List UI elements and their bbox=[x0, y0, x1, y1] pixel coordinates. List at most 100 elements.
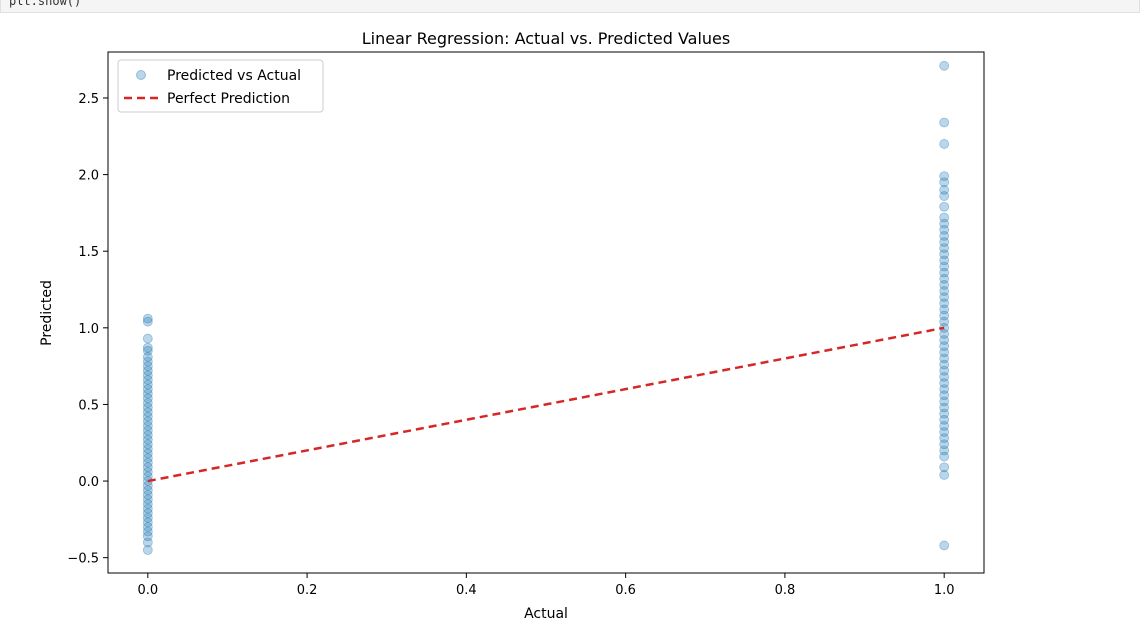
code-cell-text: plt.show() bbox=[9, 0, 82, 8]
scatter-point bbox=[142, 526, 153, 537]
scatter-point bbox=[939, 261, 950, 272]
scatter-point bbox=[142, 352, 153, 362]
scatter-point bbox=[142, 499, 153, 509]
scatter-point bbox=[939, 316, 950, 327]
y-tick-label: 2.5 bbox=[78, 92, 99, 107]
scatter-point bbox=[939, 292, 950, 303]
scatter-point bbox=[142, 517, 153, 528]
y-tick-label: 1.5 bbox=[78, 245, 99, 260]
scatter-point bbox=[939, 390, 950, 401]
scatter-point bbox=[939, 427, 950, 437]
scatter-point bbox=[939, 378, 950, 388]
scatter-point bbox=[939, 396, 950, 407]
scatter-point bbox=[939, 341, 950, 352]
scatter-point bbox=[939, 329, 950, 339]
scatter-point bbox=[939, 304, 950, 315]
scatter-point bbox=[939, 171, 950, 182]
scatter-point bbox=[142, 439, 153, 450]
legend-label-perfect: Perfect Prediction bbox=[167, 91, 290, 107]
chart-title: Linear Regression: Actual vs. Predicted … bbox=[362, 29, 730, 48]
scatter-point bbox=[142, 434, 153, 445]
scatter-point bbox=[939, 451, 950, 462]
scatter-point bbox=[142, 365, 153, 376]
scatter-point bbox=[939, 353, 950, 364]
scatter-point bbox=[142, 430, 153, 440]
scatter-point bbox=[142, 420, 153, 431]
scatter-point bbox=[142, 398, 153, 408]
scatter-point bbox=[939, 218, 950, 229]
scatter-point bbox=[142, 537, 153, 548]
legend-label-predicted: Predicted vs Actual bbox=[167, 68, 301, 84]
y-tick-label: −0.5 bbox=[67, 552, 99, 567]
scatter-point bbox=[939, 414, 950, 425]
scatter-point bbox=[939, 177, 950, 188]
scatter-point bbox=[142, 522, 153, 532]
x-tick-label: 0.4 bbox=[456, 583, 477, 598]
perfect-prediction-line bbox=[147, 326, 945, 483]
scatter-point bbox=[939, 139, 950, 149]
x-tick-label: 0.2 bbox=[297, 583, 318, 598]
scatter-point bbox=[939, 470, 950, 480]
scatter-point bbox=[939, 230, 950, 241]
scatter-point bbox=[142, 379, 153, 390]
scatter-point bbox=[142, 508, 153, 519]
scatter-point bbox=[939, 201, 950, 212]
scatter-point bbox=[142, 494, 153, 505]
scatter-point bbox=[939, 462, 950, 473]
scatter-point bbox=[939, 445, 950, 456]
scatter-point bbox=[939, 439, 950, 450]
scatter-point bbox=[939, 408, 950, 419]
scatter-point bbox=[939, 249, 950, 260]
scatter-point bbox=[939, 255, 950, 266]
scatter-point bbox=[142, 545, 153, 555]
scatter-point bbox=[142, 375, 153, 385]
scatter-point bbox=[939, 243, 950, 254]
scatter-point bbox=[939, 273, 950, 284]
scatter-point bbox=[939, 286, 950, 296]
scatter-point bbox=[939, 60, 950, 71]
scatter-point bbox=[142, 388, 153, 399]
scatter-point bbox=[142, 393, 153, 404]
scatter-point bbox=[142, 462, 153, 473]
x-tick-label: 1.0 bbox=[934, 583, 955, 598]
y-tick-label: 1.0 bbox=[78, 322, 99, 337]
legend: Predicted vs Actual Perfect Prediction bbox=[117, 59, 324, 113]
scatter-point bbox=[142, 512, 153, 523]
y-tick-label: 2.0 bbox=[78, 169, 99, 184]
scatter-point bbox=[142, 407, 153, 418]
scatter-point bbox=[142, 416, 153, 427]
scatter-point bbox=[142, 370, 153, 381]
scatter-point bbox=[142, 531, 153, 542]
scatter-point bbox=[939, 280, 950, 290]
scatter-point bbox=[142, 384, 153, 395]
y-axis-ticks: −0.5 0.0 0.5 1.0 1.5 2.0 2.5 bbox=[67, 92, 108, 567]
scatter-point bbox=[142, 402, 153, 413]
scatter-point bbox=[142, 342, 153, 353]
scatter-point bbox=[939, 212, 950, 223]
scatter-point bbox=[142, 480, 153, 491]
x-axis-ticks: 0.0 0.2 0.4 0.6 0.8 1.0 bbox=[137, 573, 955, 598]
scatter-point bbox=[939, 433, 950, 444]
scatter-point bbox=[939, 420, 950, 431]
x-tick-label: 0.0 bbox=[137, 583, 158, 598]
scatter-point bbox=[142, 356, 153, 367]
y-tick-label: 0.0 bbox=[78, 475, 99, 490]
plot-area-frame bbox=[107, 51, 985, 574]
scatter-point bbox=[939, 237, 950, 247]
x-tick-label: 0.6 bbox=[615, 583, 636, 598]
scatter-point bbox=[142, 443, 153, 454]
scatter-point bbox=[939, 335, 950, 345]
scatter-point bbox=[142, 425, 153, 436]
scatter-point bbox=[939, 191, 950, 201]
scatter-point bbox=[939, 347, 950, 358]
scatter-point bbox=[939, 384, 950, 395]
scatter-point bbox=[142, 489, 153, 500]
scatter-point bbox=[142, 361, 153, 372]
scatter-point bbox=[939, 298, 950, 309]
scatter-point bbox=[142, 316, 153, 327]
scatter-point bbox=[142, 466, 153, 477]
scatter-point bbox=[939, 402, 950, 413]
legend-box bbox=[117, 59, 324, 113]
scatter-point bbox=[939, 224, 950, 235]
